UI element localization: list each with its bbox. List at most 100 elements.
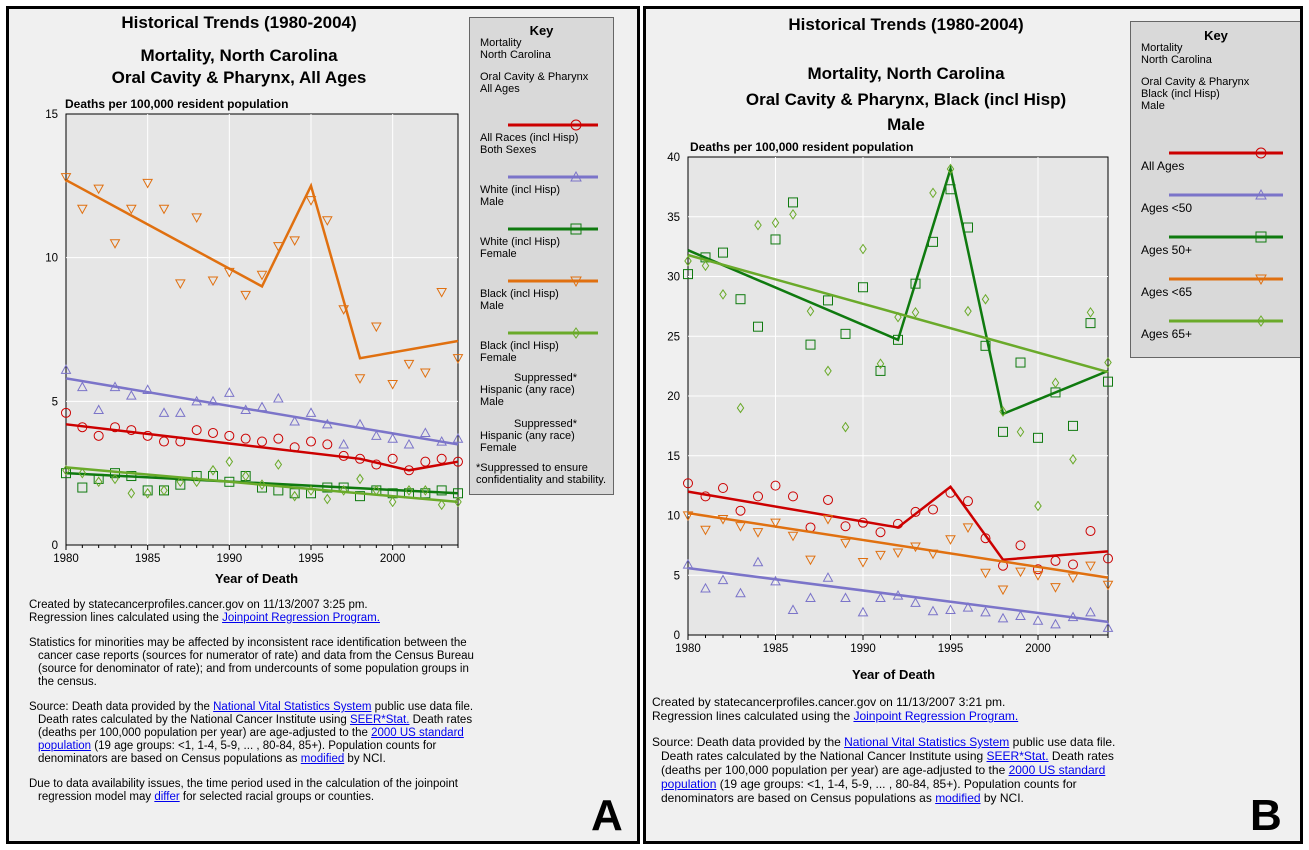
data-point <box>404 465 414 476</box>
seerstat-link[interactable]: SEER*Stat. <box>349 714 410 726</box>
data-point <box>1016 426 1025 438</box>
data-point <box>307 485 315 496</box>
data-point <box>209 464 217 476</box>
data-point <box>290 490 299 502</box>
data-point <box>125 390 137 400</box>
data-point <box>240 433 251 444</box>
data-point <box>858 282 868 293</box>
legend-swatch <box>1169 231 1283 243</box>
data-point <box>207 395 219 406</box>
data-point <box>682 558 694 569</box>
data-point <box>822 514 834 525</box>
regression-text: Regression lines calculated using the <box>29 612 223 624</box>
joinpoint-link[interactable]: Joinpoint Regression Program. <box>222 612 380 624</box>
standard-population-link[interactable]: 2000 US standard population <box>661 763 1106 791</box>
data-point <box>570 119 582 131</box>
data-point <box>754 219 762 231</box>
legend-label: Ages <50 <box>1141 201 1193 215</box>
modified-link[interactable]: modified <box>935 791 981 805</box>
data-point <box>683 478 693 489</box>
data-point <box>191 213 203 223</box>
differ-link[interactable]: differ <box>154 791 180 803</box>
trend-line <box>687 511 1109 579</box>
data-point <box>787 604 799 615</box>
data-point <box>1015 610 1026 620</box>
data-point <box>1256 315 1266 327</box>
data-point <box>570 223 582 235</box>
data-point <box>452 433 464 443</box>
legend-key: Key Mortality North Carolina Oral Cavity… <box>1130 21 1300 358</box>
data-point <box>372 485 381 496</box>
legend-key: Key Mortality North Carolina Oral Cavity… <box>469 17 614 495</box>
chart-subtitle-2: Oral Cavity & Pharynx, Black (incl Hisp) <box>745 90 1067 109</box>
standard-population-link[interactable]: 2000 US standard population <box>38 727 464 752</box>
data-point <box>946 163 955 175</box>
legend-item-all-ages: All Ages <box>1141 146 1291 172</box>
data-point <box>387 379 399 390</box>
data-point <box>717 574 729 585</box>
data-point <box>224 430 235 441</box>
trend-line <box>687 163 1109 416</box>
data-point <box>419 368 431 379</box>
data-point <box>110 422 120 433</box>
data-point <box>980 533 991 544</box>
seerstat-link[interactable]: SEER*Stat. <box>986 749 1049 763</box>
data-point <box>142 384 154 394</box>
data-point <box>355 453 365 464</box>
data-point <box>1085 561 1096 572</box>
data-point <box>735 294 746 305</box>
data-point <box>208 427 218 438</box>
y-tick-label: 40 <box>667 152 680 164</box>
chart-plot-b: 0 5 10 15 20 25 30 35 40 1980 1985 1990 1995 2000 <box>667 152 1114 655</box>
data-point <box>875 365 886 376</box>
data-point <box>1068 420 1078 431</box>
chart-title: Historical Trends (1980-2004) <box>788 15 1024 34</box>
data-point <box>111 473 119 485</box>
data-point <box>174 407 186 417</box>
legend-header-2: North Carolina <box>480 49 551 61</box>
source-text: Source: Death data provided by the Natio… <box>29 701 484 766</box>
nvss-link[interactable]: National Vital Statistics System <box>213 701 372 713</box>
data-point <box>718 247 728 258</box>
data-point <box>770 518 781 529</box>
data-point <box>321 216 333 226</box>
data-point <box>240 290 252 301</box>
x-axis-title: Year of Death <box>215 571 299 586</box>
data-point <box>1033 564 1043 575</box>
data-point <box>980 606 991 617</box>
data-point <box>981 293 990 305</box>
data-point <box>927 605 939 616</box>
data-point <box>159 436 169 447</box>
data-point <box>753 491 763 502</box>
nvss-link[interactable]: National Vital Statistics System <box>844 735 1010 749</box>
modified-link[interactable]: modified <box>300 753 345 765</box>
data-point <box>945 604 956 615</box>
joinpoint-link[interactable]: Joinpoint Regression Program. <box>853 709 1019 723</box>
y-tick-label: 15 <box>667 451 680 463</box>
data-point <box>683 269 693 280</box>
data-point <box>273 433 284 444</box>
legend-item-black-female: Black (incl Hisp) Female <box>480 326 606 364</box>
data-point <box>892 548 904 559</box>
data-point <box>274 459 283 470</box>
data-point <box>338 450 349 461</box>
data-point <box>454 496 462 508</box>
x-tick-label: 2000 <box>380 553 406 565</box>
y-tick-label: 20 <box>667 391 680 403</box>
legend-label: Female <box>480 248 517 260</box>
data-point <box>142 485 153 496</box>
data-point <box>788 197 798 208</box>
data-point <box>840 521 851 532</box>
legend-item-all-races: All Races (incl Hisp) Both Sexes <box>480 118 606 156</box>
legend-label: Suppressed* <box>514 372 577 384</box>
data-point <box>787 531 799 542</box>
source-part: public use data file. Death rates calcul… <box>38 701 474 726</box>
notes-b: Created by statecancerprofiles.cancer.go… <box>652 695 1122 817</box>
trend-line <box>65 178 459 360</box>
data-point <box>158 407 170 417</box>
data-point <box>355 491 365 502</box>
data-point <box>289 415 301 426</box>
data-point <box>420 456 431 467</box>
x-tick-label: 1980 <box>53 553 79 565</box>
data-point <box>339 485 348 496</box>
